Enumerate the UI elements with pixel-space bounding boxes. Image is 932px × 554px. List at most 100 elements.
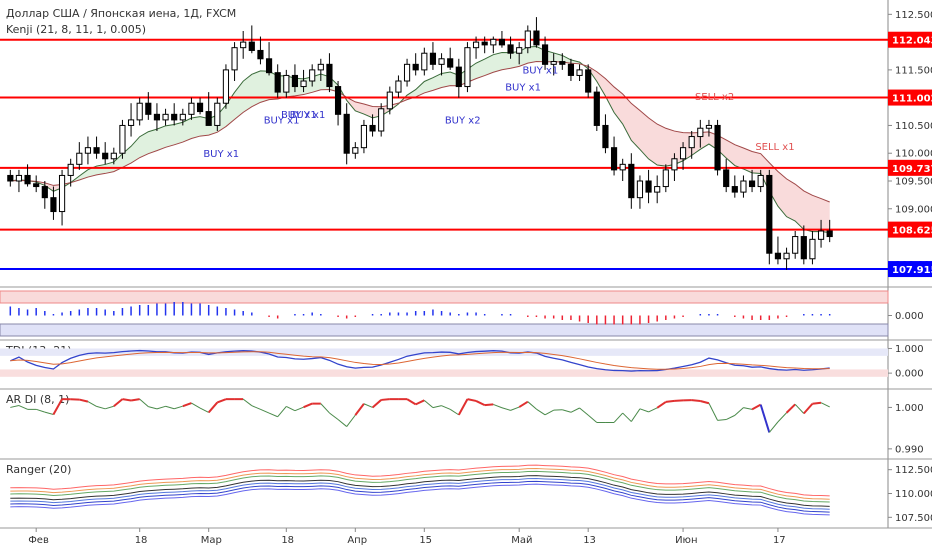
level-label: 112.043 (892, 36, 932, 47)
ardi-line-segment (485, 404, 494, 405)
ardi-line-segment (260, 409, 269, 413)
candle-body (396, 81, 401, 92)
candle-body (404, 64, 409, 81)
ranger-band-line (10, 478, 829, 509)
trend-cloud (71, 71, 347, 183)
candle-body (775, 253, 780, 259)
candle-body (672, 159, 677, 170)
candle-body (801, 237, 806, 259)
ardi-line-segment (476, 401, 485, 405)
buy-signal-label: BUY x1 (281, 110, 317, 121)
ardi-line-segment (217, 399, 226, 402)
candle-body (172, 114, 177, 120)
level-label: 107.915 (892, 265, 932, 276)
candle-body (491, 39, 496, 45)
time-tick-label: 17 (773, 535, 786, 546)
ardi-line-segment (674, 400, 683, 401)
candle-body (379, 109, 384, 131)
candle-body (16, 175, 21, 181)
candle-body (568, 64, 573, 75)
candle-body (249, 42, 254, 50)
ardi-line-segment (511, 407, 520, 410)
price-tick-label: 111.500 (895, 65, 932, 76)
candle-body (361, 125, 366, 147)
ardi-line-segment (467, 399, 476, 401)
ardi-line-segment (588, 415, 597, 422)
candle-body (137, 103, 142, 120)
ardi-line-segment (381, 399, 390, 400)
ardi-line-segment (743, 408, 752, 410)
ardi-line-segment (321, 404, 330, 413)
candle-body (646, 181, 651, 192)
candle-body (154, 114, 159, 120)
ranger-tick-label: 110.000 (895, 489, 932, 500)
candle-body (180, 114, 185, 120)
time-tick-label: Июн (675, 535, 697, 546)
ardi-line-segment (459, 399, 468, 415)
candle-body (749, 181, 754, 187)
ardi-tick-label: 0.990 (895, 444, 924, 455)
price-tick-label: 112.500 (895, 10, 932, 21)
candle-body (448, 59, 453, 67)
candle-body (456, 67, 461, 86)
ardi-line-segment (278, 406, 287, 416)
candle-body (327, 64, 332, 86)
candle-body (206, 112, 211, 126)
candle-body (603, 125, 608, 147)
candle-body (594, 92, 599, 125)
candle-body (344, 114, 349, 153)
candle-body (767, 175, 772, 253)
candle-body (94, 148, 99, 154)
ardi-line-segment (735, 408, 744, 416)
ardi-line-segment (148, 407, 157, 409)
buy-signal-label: BUY x1 (522, 66, 558, 77)
candle-body (77, 153, 82, 164)
candle-body (508, 45, 513, 53)
candle-body (85, 148, 90, 154)
candle-body (482, 42, 487, 45)
candle-body (59, 175, 64, 211)
candle-body (292, 75, 297, 86)
ranger-tick-label: 107.500 (895, 513, 932, 524)
candle-body (499, 39, 504, 45)
ardi-line-segment (200, 408, 209, 412)
ardi-tick-label: 1.000 (895, 403, 924, 414)
candle-body (560, 62, 565, 65)
candle-body (741, 181, 746, 192)
ardi-line-segment (700, 401, 709, 403)
ardi-line-segment (36, 409, 45, 412)
ardi-line-segment (623, 413, 632, 422)
ardi-line-segment (114, 399, 123, 406)
candle-body (430, 53, 435, 64)
buy-signal-label: BUY x2 (445, 116, 481, 127)
ardi-line-segment (580, 408, 589, 415)
candle-body (793, 237, 798, 254)
ardi-line-segment (631, 409, 640, 422)
ardi-line-segment (649, 408, 658, 412)
ardi-line-segment (528, 402, 537, 409)
ardi-line-segment (209, 402, 218, 412)
ranger-title: Ranger (20) (6, 463, 71, 476)
tdi-lower-zone (0, 369, 888, 376)
candle-body (827, 231, 832, 237)
sell-signal-label: SELL x2 (695, 92, 734, 103)
candle-body (370, 125, 375, 131)
level-label: 108.625 (892, 226, 932, 237)
time-tick-label: 15 (419, 535, 432, 546)
ardi-line-segment (769, 422, 778, 433)
ardi-line-segment (442, 406, 451, 410)
ardi-line-segment (19, 406, 28, 410)
candle-body (706, 125, 711, 128)
candle-body (232, 48, 237, 70)
candle-body (620, 164, 625, 170)
ardi-line-segment (364, 404, 373, 408)
candle-body (111, 153, 116, 159)
candle-body (637, 181, 642, 198)
level-label: 109.737 (892, 164, 932, 175)
ardi-line-segment (97, 406, 106, 408)
ardi-line-segment (122, 399, 131, 400)
candle-body (197, 103, 202, 111)
ardi-line-segment (433, 406, 442, 408)
candle-body (577, 70, 582, 76)
